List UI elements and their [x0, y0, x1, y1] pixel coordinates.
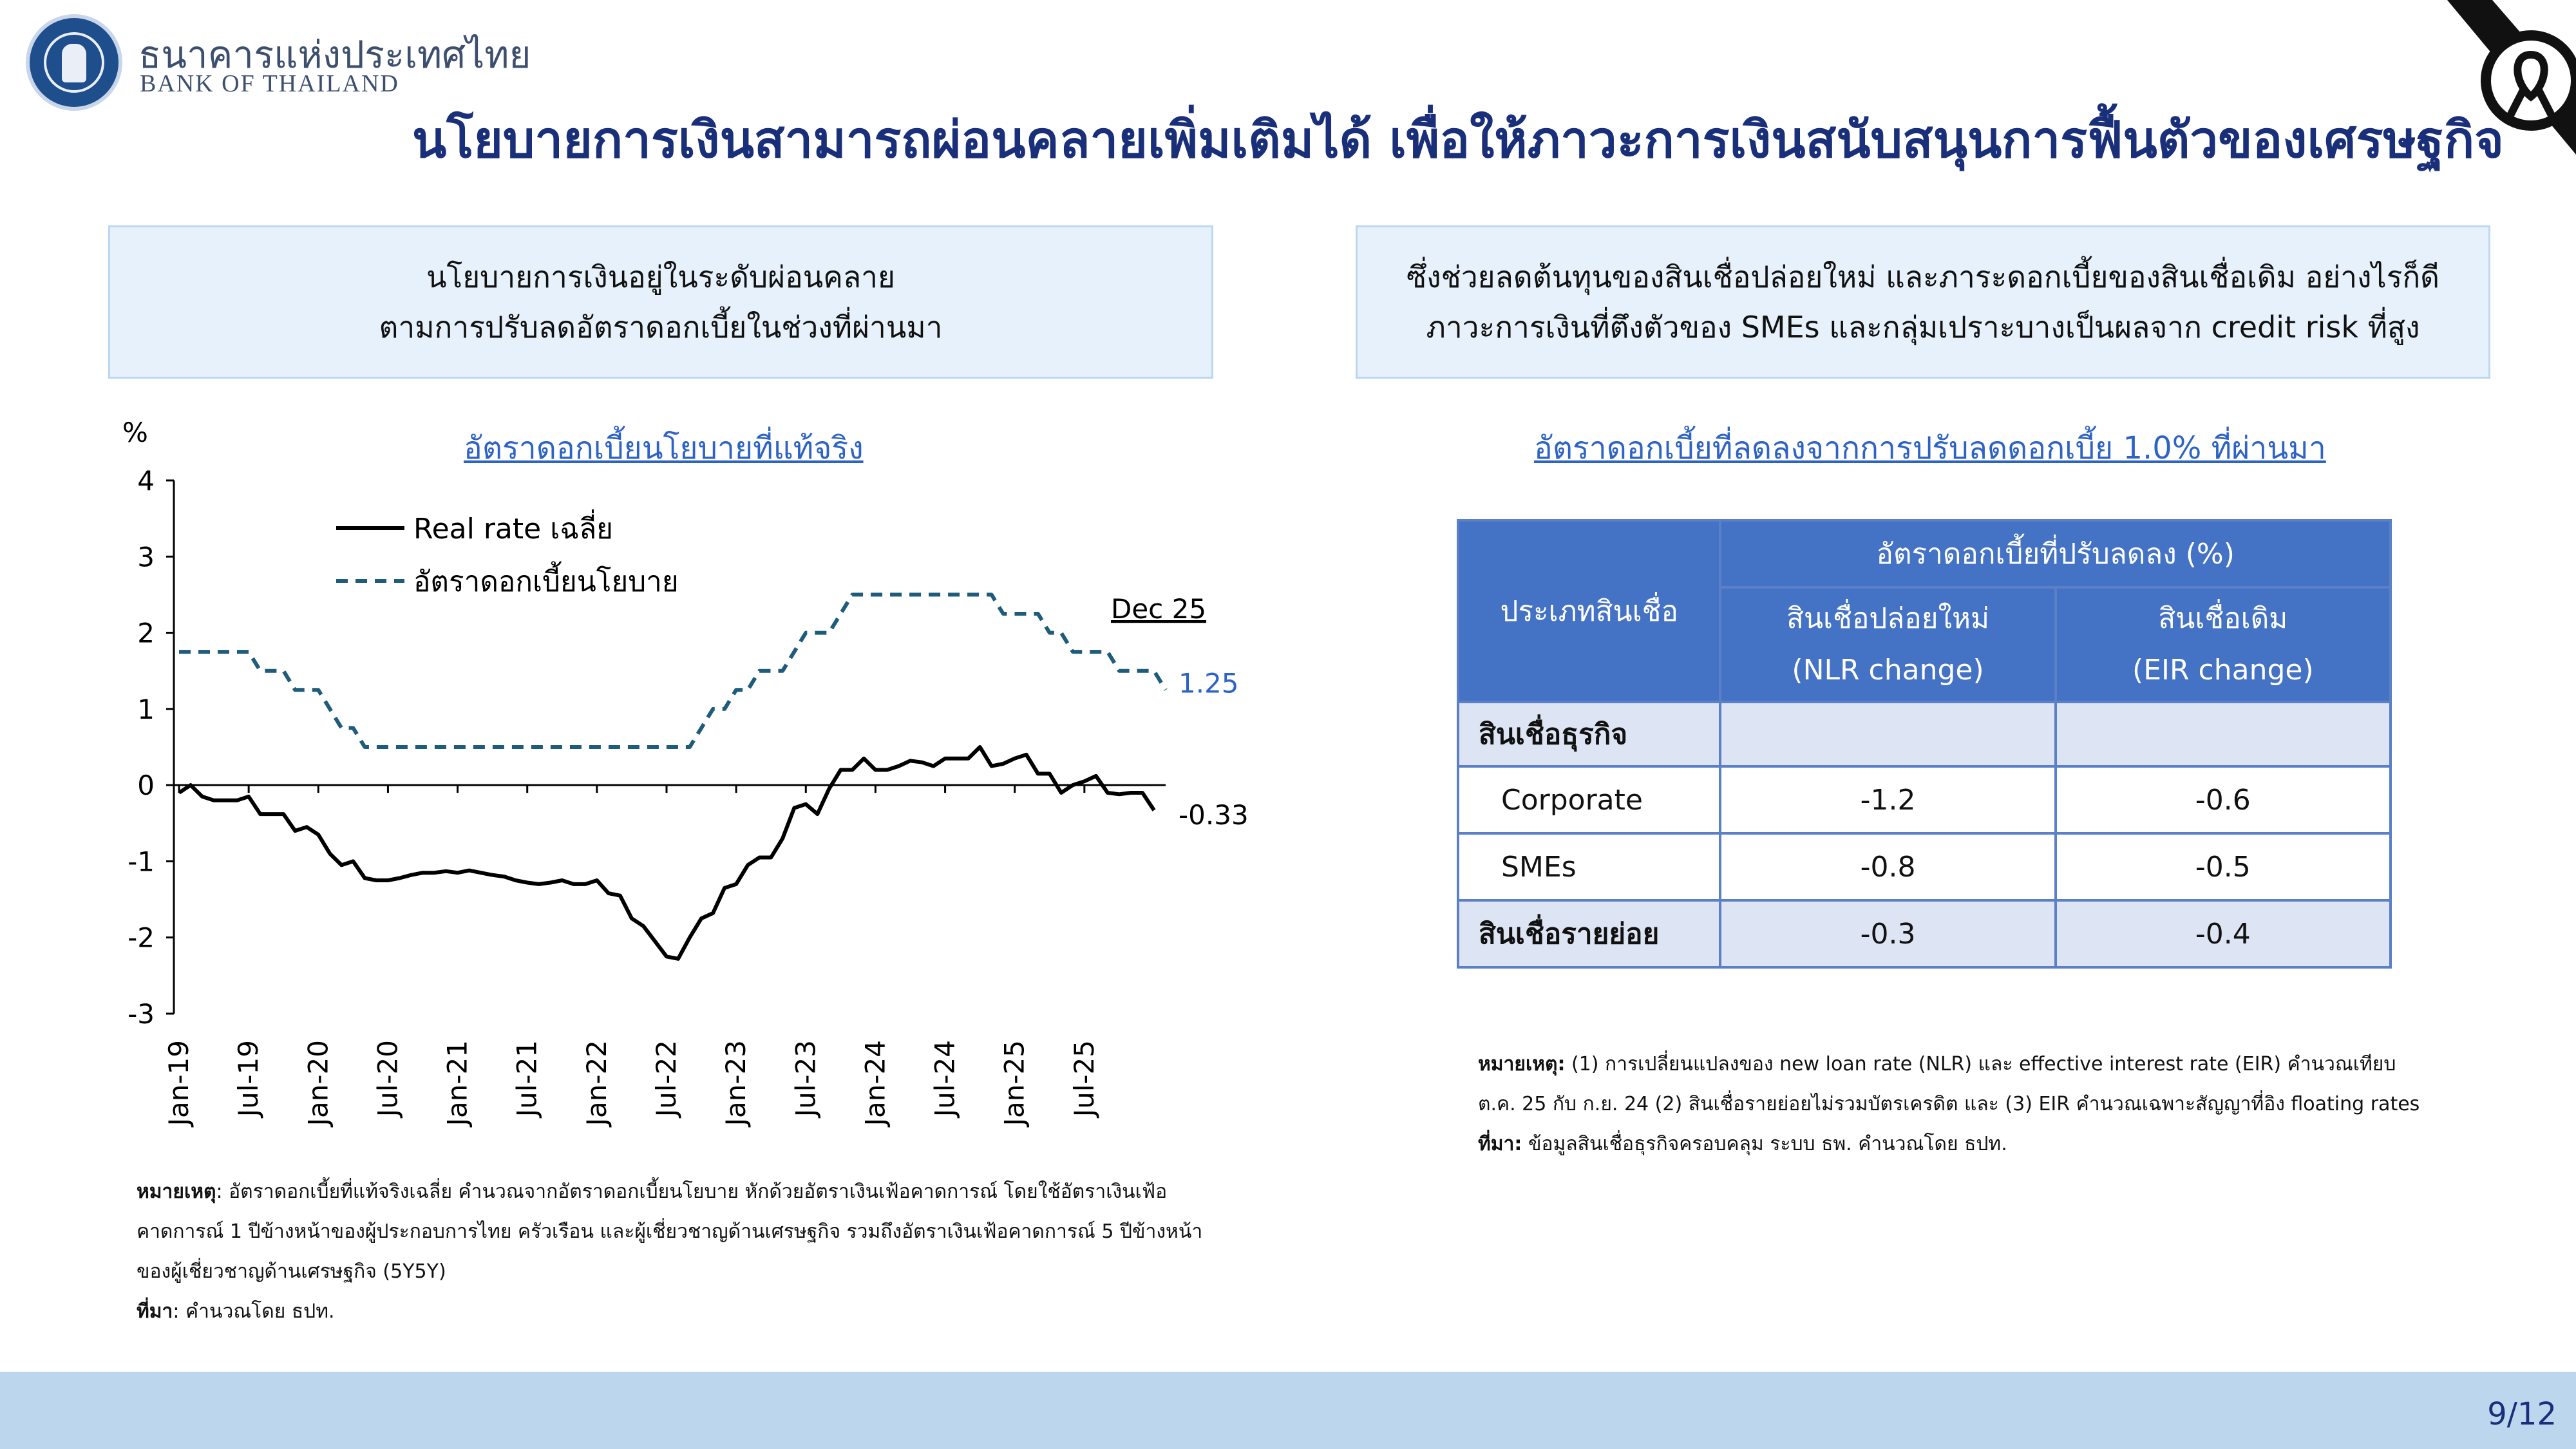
y-tick-label: 2	[137, 618, 155, 649]
col-header-eir-line1: สินเชื่อเดิม	[2158, 602, 2288, 635]
x-tick-label: Jul-22	[650, 1040, 682, 1119]
org-name-en: BANK OF THAILAND	[140, 70, 399, 97]
x-tick-label: Jan-25	[999, 1040, 1030, 1128]
col-header-group: อัตราดอกเบี้ยที่ปรับลดลง (%)	[1719, 519, 2392, 589]
notes-right-line2: ต.ค. 25 กับ ก.ย. 24 (2) สินเชื่อรายย่อยไ…	[1478, 1093, 2420, 1115]
notes-right-source-label: ที่มา:	[1478, 1133, 1522, 1155]
rate-cut-table: ประเภทสินเชื่อ อัตราดอกเบี้ยที่ปรับลดลง …	[1456, 519, 2392, 969]
row-label: สินเชื่อรายย่อย	[1456, 899, 1722, 969]
y-tick-label: -2	[128, 922, 155, 954]
legend-policy-rate-label: อัตราดอกเบี้ยนโยบาย	[413, 561, 679, 598]
notes-left-line2: คาดการณ์ 1 ปีข้างหน้าของผู้ประกอบการไทย …	[137, 1220, 1203, 1243]
row-nlr	[1719, 701, 2057, 768]
right-summary-line1: ซึ่งช่วยลดต้นทุนของสินเชื่อปล่อยใหม่ และ…	[1406, 260, 2440, 294]
notes-right-label: หมายเหตุ:	[1478, 1053, 1566, 1075]
page-title: นโยบายการเงินสามารถผ่อนคลายเพิ่มเติมได้ …	[412, 111, 2504, 169]
table-row: สินเชื่อธุรกิจ	[1456, 701, 2392, 768]
logo-ring	[44, 32, 104, 93]
row-nlr: -1.2	[1719, 765, 2057, 835]
y-tick-label: 4	[137, 465, 155, 497]
row-label: Corporate	[1456, 765, 1722, 835]
y-tick-label: 1	[137, 694, 155, 725]
notes-left-line3: ของผู้เชี่ยวชาญด้านเศรษฐกิจ (5Y5Y)	[137, 1260, 446, 1283]
table-title: อัตราดอกเบี้ยที่ลดลงจากการปรับลดดอกเบี้ย…	[1534, 430, 2326, 466]
x-tick-label: Jan-19	[163, 1040, 194, 1128]
x-tick-label: Jan-22	[581, 1040, 612, 1128]
x-tick-label: Jul-19	[232, 1040, 264, 1119]
right-summary-box: ซึ่งช่วยลดต้นทุนของสินเชื่อปล่อยใหม่ และ…	[1356, 225, 2490, 379]
row-nlr: -0.8	[1719, 832, 2057, 902]
right-summary-line2: ภาวะการเงินที่ตึงตัวของ SMEs และกลุ่มเปร…	[1426, 310, 2420, 345]
notes-right-source-text: ข้อมูลสินเชื่อธุรกิจครอบคลุม ระบบ ธพ. คำ…	[1522, 1133, 2007, 1155]
notes-right-text1: (1) การเปลี่ยนแปลงของ new loan rate (NLR…	[1565, 1053, 2396, 1075]
row-eir: -0.6	[2054, 765, 2392, 835]
row-label: SMEs	[1456, 832, 1722, 902]
bot-logo	[26, 14, 122, 111]
row-label: สินเชื่อธุรกิจ	[1456, 701, 1722, 768]
notes-right: หมายเหตุ: (1) การเปลี่ยนแปลงของ new loan…	[1478, 1045, 2541, 1164]
notes-left-line1: หมายเหตุ: อัตราดอกเบี้ยที่แท้จริงเฉลี่ย …	[137, 1172, 1270, 1212]
real-rate-line	[178, 745, 1156, 961]
y-tick-label: -3	[128, 998, 155, 1030]
org-name-th: ธนาคารแห่งประเทศไทย	[138, 33, 531, 77]
y-axis-unit: %	[122, 417, 148, 448]
x-tick-label: Jan-23	[720, 1040, 752, 1128]
left-summary-line1: นโยบายการเงินอยู่ในระดับผ่อนคลาย	[426, 260, 895, 294]
table-row: Corporate -1.2 -0.6	[1456, 765, 2392, 835]
notes-left-text1: : อัตราดอกเบี้ยที่แท้จริงเฉลี่ย คำนวณจาก…	[216, 1180, 1168, 1203]
y-tick-label: 0	[137, 770, 155, 801]
col-header-eir-line2: (EIR change)	[2132, 654, 2314, 687]
real-rate-end-label: -0.33	[1179, 799, 1249, 831]
legend-real-rate-label: Real rate เฉลี่ย	[413, 509, 613, 545]
policy-rate-end-label: 1.25	[1179, 667, 1239, 699]
col-header-nlr-line2: (NLR change)	[1792, 654, 1984, 687]
notes-right-source: ที่มา: ข้อมูลสินเชื่อธุรกิจครอบคลุม ระบบ…	[1478, 1124, 2541, 1164]
y-tick-label: -1	[128, 846, 155, 877]
real-rate-chart: % 4 3 2 1 0 -1 -2 -3 Jan-19 Jul-19 Jan-20 Jul-20 Jan-…	[122, 417, 1249, 1128]
footer-bar	[0, 1372, 2576, 1449]
notes-left-source: ที่มา: คำนวณโดย ธปท.	[137, 1292, 1270, 1332]
x-tick-label: Jul-23	[790, 1040, 821, 1119]
table-row: SMEs -0.8 -0.5	[1456, 832, 2392, 902]
row-eir: -0.5	[2054, 832, 2392, 902]
row-eir: -0.4	[2054, 899, 2392, 969]
x-tick-label: Jul-20	[372, 1040, 403, 1119]
notes-left-source-label: ที่มา	[137, 1300, 173, 1323]
col-header-nlr-line1: สินเชื่อปล่อยใหม่	[1786, 602, 1989, 635]
chart-title: อัตราดอกเบี้ยนโยบายที่แท้จริง	[464, 430, 864, 466]
x-tick-label: Jul-25	[1068, 1040, 1100, 1119]
col-header-nlr: สินเชื่อปล่อยใหม่ (NLR change)	[1719, 586, 2057, 703]
row-nlr: -0.3	[1719, 899, 2057, 969]
x-tick-label: Jul-21	[511, 1040, 543, 1119]
col-header-eir: สินเชื่อเดิม (EIR change)	[2054, 586, 2392, 703]
left-summary-box: นโยบายการเงินอยู่ในระดับผ่อนคลาย ตามการป…	[108, 225, 1213, 379]
policy-rate-line	[179, 592, 1168, 749]
notes-left: หมายเหตุ: อัตราดอกเบี้ยที่แท้จริงเฉลี่ย …	[137, 1172, 1270, 1332]
notes-right-line1: หมายเหตุ: (1) การเปลี่ยนแปลงของ new loan…	[1478, 1045, 2541, 1084]
x-tick-label: Jan-20	[302, 1040, 334, 1128]
table-row: สินเชื่อรายย่อย -0.3 -0.4	[1456, 899, 2392, 969]
y-tick-label: 3	[137, 541, 155, 573]
row-eir	[2054, 701, 2392, 768]
notes-left-label: หมายเหตุ	[137, 1180, 216, 1203]
x-tick-label: Jan-21	[442, 1040, 473, 1128]
left-summary-line2: ตามการปรับลดอัตราดอกเบี้ยในช่วงที่ผ่านมา	[379, 310, 943, 345]
col-header-category: ประเภทสินเชื่อ	[1456, 519, 1722, 703]
notes-left-source-text: : คำนวณโดย ธปท.	[173, 1300, 335, 1323]
x-tick-label: Jul-24	[929, 1040, 961, 1119]
page-number: 9/12	[2487, 1396, 2557, 1432]
x-tick-label: Jan-24	[859, 1040, 891, 1128]
mourning-ribbon-icon	[2447, 0, 2576, 155]
logo-figure	[62, 44, 86, 82]
dec25-annotation: Dec 25	[1111, 593, 1206, 625]
